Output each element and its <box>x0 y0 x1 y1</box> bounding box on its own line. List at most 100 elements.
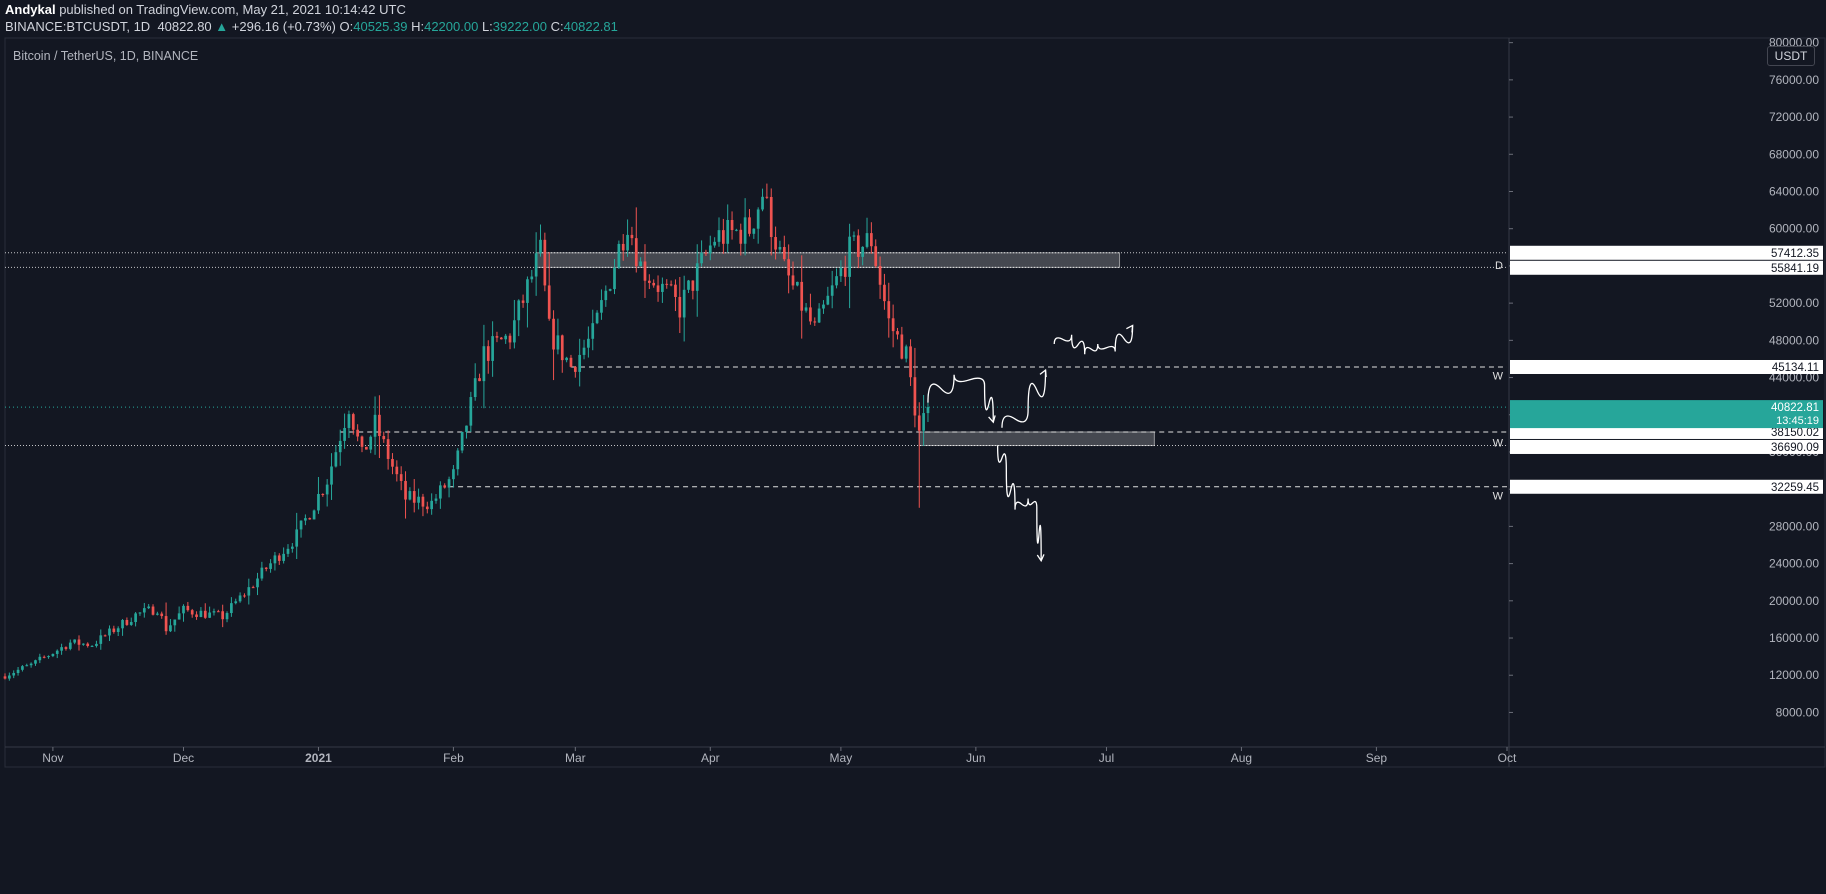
candle-body[interactable] <box>739 229 743 244</box>
candle-body[interactable] <box>735 229 738 231</box>
candle-body[interactable] <box>587 338 590 348</box>
candle-body[interactable] <box>578 354 582 372</box>
candle-body[interactable] <box>730 219 734 231</box>
candle-body[interactable] <box>160 613 164 617</box>
candle-body[interactable] <box>203 610 207 618</box>
candle-body[interactable] <box>508 335 512 343</box>
candle-body[interactable] <box>830 285 834 296</box>
candle-body[interactable] <box>861 246 865 257</box>
candle-body[interactable] <box>909 346 912 378</box>
candle-body[interactable] <box>25 665 29 667</box>
candle-body[interactable] <box>412 491 416 503</box>
candle-body[interactable] <box>395 466 399 475</box>
candle-body[interactable] <box>95 643 98 646</box>
candle-body[interactable] <box>208 612 211 618</box>
candle-body[interactable] <box>195 614 198 617</box>
candle-body[interactable] <box>852 235 856 237</box>
current-price-tag[interactable] <box>1510 400 1823 429</box>
candle-body[interactable] <box>247 587 251 596</box>
projection-path[interactable] <box>927 374 994 423</box>
candle-body[interactable] <box>883 284 886 302</box>
candle-body[interactable] <box>634 238 638 267</box>
candle-body[interactable] <box>752 228 756 234</box>
candle-body[interactable] <box>138 612 142 614</box>
candle-body[interactable] <box>652 282 656 286</box>
candle-body[interactable] <box>569 357 573 367</box>
projection-path[interactable] <box>1001 370 1047 428</box>
candle-body[interactable] <box>430 500 434 510</box>
candle-body[interactable] <box>3 676 7 679</box>
candle-body[interactable] <box>42 656 46 658</box>
candle-body[interactable] <box>456 450 460 470</box>
candle-body[interactable] <box>77 639 81 645</box>
candle-body[interactable] <box>887 301 891 319</box>
candle-body[interactable] <box>251 587 255 589</box>
candle-body[interactable] <box>817 308 821 323</box>
level-price-tag[interactable] <box>1510 359 1823 374</box>
candle-body[interactable] <box>125 619 129 625</box>
candle-body[interactable] <box>47 656 50 658</box>
candle-body[interactable] <box>295 529 299 547</box>
candle-body[interactable] <box>12 672 16 676</box>
symbol-label[interactable]: BINANCE:BTCUSDT, 1D <box>5 19 151 34</box>
level-price-tag[interactable] <box>1510 424 1823 439</box>
candle-body[interactable] <box>225 613 229 620</box>
candle-body[interactable] <box>73 639 77 643</box>
candle-body[interactable] <box>273 555 277 564</box>
supply-demand-zone[interactable] <box>918 431 1155 447</box>
candle-body[interactable] <box>695 263 699 291</box>
candle-body[interactable] <box>913 377 917 416</box>
candle-body[interactable] <box>682 289 686 318</box>
candle-body[interactable] <box>465 425 468 432</box>
candle-body[interactable] <box>835 276 838 286</box>
candle-body[interactable] <box>439 485 442 499</box>
candle-body[interactable] <box>173 619 177 626</box>
candle-body[interactable] <box>687 280 690 290</box>
candle-body[interactable] <box>743 217 747 244</box>
candle-body[interactable] <box>721 230 725 244</box>
candle-body[interactable] <box>478 378 481 382</box>
candle-body[interactable] <box>547 285 551 319</box>
candle-body[interactable] <box>543 239 547 286</box>
candle-body[interactable] <box>926 407 930 414</box>
candle-body[interactable] <box>865 233 869 247</box>
candle-body[interactable] <box>121 619 124 629</box>
candle-body[interactable] <box>499 337 503 340</box>
candle-body[interactable] <box>34 660 37 664</box>
candle-body[interactable] <box>717 230 721 242</box>
candle-body[interactable] <box>674 284 677 297</box>
candle-body[interactable] <box>108 628 111 636</box>
candle-body[interactable] <box>338 440 342 453</box>
level-price-tag[interactable] <box>1510 439 1823 454</box>
candle-body[interactable] <box>856 235 860 257</box>
candle-body[interactable] <box>621 243 625 251</box>
candle-body[interactable] <box>600 300 603 313</box>
candle-body[interactable] <box>330 466 333 485</box>
candle-body[interactable] <box>726 219 730 244</box>
candle-body[interactable] <box>82 643 85 645</box>
candle-body[interactable] <box>304 518 307 521</box>
candle-body[interactable] <box>521 300 525 303</box>
candle-body[interactable] <box>504 335 508 340</box>
candle-body[interactable] <box>321 493 325 495</box>
candle-body[interactable] <box>809 307 812 322</box>
candle-body[interactable] <box>608 289 612 291</box>
candle-body[interactable] <box>129 622 133 625</box>
candle-body[interactable] <box>787 259 791 276</box>
candle-body[interactable] <box>369 436 373 450</box>
candle-body[interactable] <box>878 266 882 285</box>
candle-body[interactable] <box>691 280 695 291</box>
candle-body[interactable] <box>190 610 194 615</box>
candle-body[interactable] <box>256 578 259 588</box>
candle-body[interactable] <box>796 281 799 286</box>
candle-body[interactable] <box>373 414 377 437</box>
candle-body[interactable] <box>317 493 320 511</box>
candle-body[interactable] <box>900 334 904 359</box>
candle-body[interactable] <box>299 520 303 530</box>
candle-body[interactable] <box>613 267 616 290</box>
level-price-tag[interactable] <box>1510 245 1823 260</box>
candle-body[interactable] <box>156 613 159 615</box>
candle-body[interactable] <box>630 234 634 239</box>
candle-body[interactable] <box>534 253 538 277</box>
candle-body[interactable] <box>756 209 760 229</box>
